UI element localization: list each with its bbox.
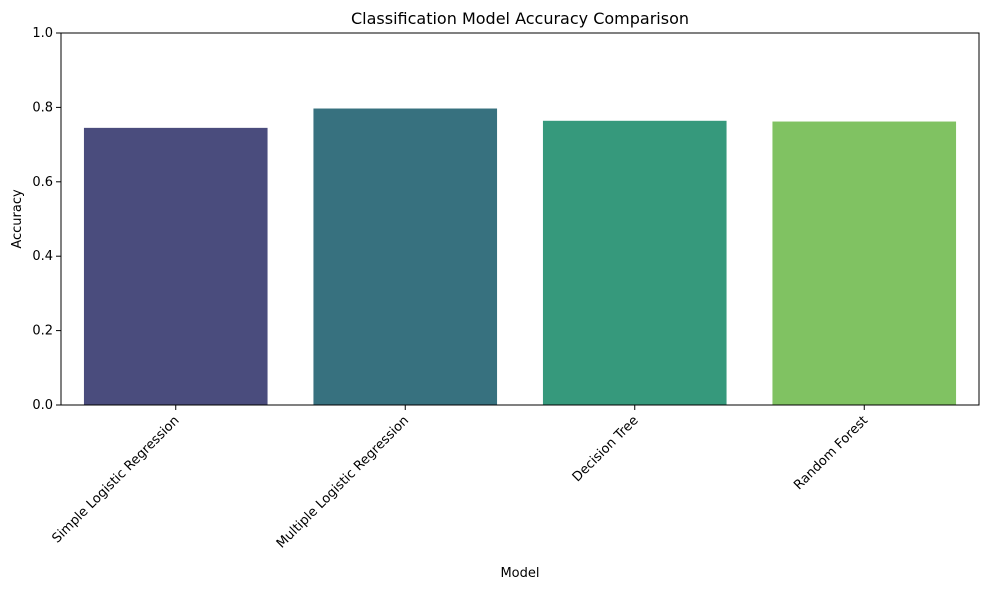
x-tick-label: Simple Logistic Regression xyxy=(49,413,182,546)
axes-frame xyxy=(60,32,980,406)
bar-simple-logistic-regression xyxy=(83,127,268,406)
plot-area: Simple Logistic Regression Multiple Logis… xyxy=(32,26,980,551)
x-tick-label: Random Forest xyxy=(791,413,871,493)
x-tick-label: Multiple Logistic Regression xyxy=(274,413,412,551)
x-tick-label: Decision Tree xyxy=(570,413,642,485)
chart-title: Classification Model Accuracy Comparison xyxy=(351,9,689,28)
y-axis-label: Accuracy xyxy=(10,189,25,249)
y-tick-label: 0.4 xyxy=(32,249,53,264)
y-tick-label: 1.0 xyxy=(32,26,53,41)
bar-random-forest xyxy=(772,121,957,405)
y-tick-label: 0.2 xyxy=(32,324,53,339)
bar-multiple-logistic-regression xyxy=(313,108,498,406)
y-tick-label: 0.0 xyxy=(32,398,53,413)
x-axis-label: Model xyxy=(500,566,539,581)
y-tick-label: 0.8 xyxy=(32,100,53,115)
bar-decision-tree xyxy=(542,120,727,406)
y-tick-label: 0.6 xyxy=(32,175,53,190)
